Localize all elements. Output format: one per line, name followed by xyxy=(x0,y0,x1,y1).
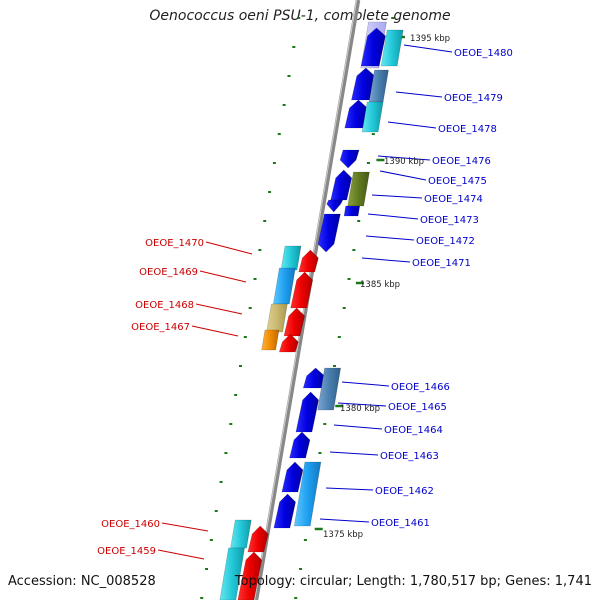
reverse-gene-block xyxy=(298,249,319,273)
forward-gene-block xyxy=(347,171,370,207)
reverse-gene-block xyxy=(290,271,314,309)
genome-summary: Topology: circular; Length: 1,780,517 bp… xyxy=(234,574,592,589)
gene-label-reverse: OEOE_1467 xyxy=(131,322,190,333)
gene-label-leader-line xyxy=(395,91,443,98)
map-title: Oenococcus oeni PSU-1, complete genome xyxy=(149,8,451,24)
forward-gene-block xyxy=(368,69,389,103)
gene-label-forward: OEOE_1480 xyxy=(454,48,513,59)
gene-label-reverse: OEOE_1468 xyxy=(135,300,194,311)
forward-gene-block xyxy=(293,461,322,527)
scale-label-kbp: 1375 kbp xyxy=(323,530,363,540)
gene-label-forward: OEOE_1461 xyxy=(371,518,430,529)
gene-label-forward: OEOE_1462 xyxy=(375,486,434,497)
gene-label-leader-line xyxy=(329,451,379,456)
gene-label-leader-line xyxy=(379,170,427,181)
gene-label-leader-line xyxy=(367,213,419,220)
gene-label-reverse: OEOE_1469 xyxy=(139,267,198,278)
forward-gene-block xyxy=(281,461,304,493)
forward-gene-block xyxy=(302,367,325,389)
reverse-gene-block xyxy=(272,267,296,305)
gene-label-leader-line xyxy=(341,381,390,387)
gene-label-forward: OEOE_1463 xyxy=(380,451,439,462)
gene-label-forward: OEOE_1478 xyxy=(438,124,497,135)
reverse-gene-block xyxy=(247,525,269,553)
gene-label-forward: OEOE_1465 xyxy=(388,402,447,413)
forward-gene-block xyxy=(289,431,311,459)
reverse-gene-block xyxy=(280,245,302,271)
forward-gene-block xyxy=(273,493,296,529)
reverse-gene-block xyxy=(266,303,288,333)
gene-label-leader-line xyxy=(333,424,383,430)
gene-label-leader-line xyxy=(387,121,437,129)
gene-label-forward: OEOE_1471 xyxy=(412,258,471,269)
reverse-gene-block xyxy=(283,307,306,337)
forward-gene-block xyxy=(295,391,319,433)
gene-label-leader-line xyxy=(371,194,423,199)
gene-label-leader-line xyxy=(325,487,374,491)
reverse-gene-block xyxy=(278,333,299,353)
gene-label-leader-line xyxy=(161,522,209,532)
gene-label-leader-line xyxy=(157,549,205,560)
forward-gene-block xyxy=(360,27,386,67)
reverse-gene-block xyxy=(219,547,245,600)
gene-label-leader-line xyxy=(403,44,453,53)
gene-label-forward: OEOE_1464 xyxy=(384,425,443,436)
gene-label-forward: OEOE_1475 xyxy=(428,176,487,187)
scale-label-kbp: 1385 kbp xyxy=(360,280,400,290)
gene-label-reverse: OEOE_1460 xyxy=(101,519,160,530)
gene-label-leader-line xyxy=(361,257,411,263)
forward-gene-block xyxy=(361,101,384,133)
gene-label-leader-line xyxy=(365,235,415,241)
gene-label-forward: OEOE_1466 xyxy=(391,382,450,393)
gene-label-leader-line xyxy=(199,270,247,283)
gene-label-forward: OEOE_1473 xyxy=(420,215,479,226)
scale-label-kbp: 1380 kbp xyxy=(340,404,380,414)
scale-label-kbp: 1390 kbp xyxy=(384,157,424,167)
gene-label-forward: OEOE_1474 xyxy=(424,194,483,205)
gene-label-forward: OEOE_1472 xyxy=(416,236,475,247)
forward-gene-block xyxy=(326,199,344,213)
scale-label-kbp: 1395 kbp xyxy=(410,34,450,44)
reverse-gene-block xyxy=(230,519,252,549)
gene-label-leader-line xyxy=(205,241,253,255)
gene-label-forward: OEOE_1476 xyxy=(432,156,491,167)
gene-label-reverse: OEOE_1470 xyxy=(145,238,204,249)
gene-label-reverse: OEOE_1459 xyxy=(97,546,156,557)
forward-gene-block xyxy=(343,205,361,217)
gene-label-leader-line xyxy=(191,325,239,337)
gene-label-leader-line xyxy=(319,518,370,523)
gene-label-leader-line xyxy=(195,303,243,315)
accession-label: Accession: NC_008528 xyxy=(8,574,156,589)
forward-gene-block xyxy=(330,169,353,201)
reverse-gene-block xyxy=(237,551,263,600)
forward-gene-block xyxy=(339,149,360,169)
forward-gene-block xyxy=(317,367,341,411)
forward-gene-block xyxy=(380,29,404,67)
gene-label-leader-line xyxy=(337,402,387,407)
gene-label-forward: OEOE_1479 xyxy=(444,93,503,104)
gene-label-leader-line xyxy=(377,155,431,161)
reverse-gene-block xyxy=(261,329,280,351)
forward-gene-block xyxy=(317,213,341,253)
